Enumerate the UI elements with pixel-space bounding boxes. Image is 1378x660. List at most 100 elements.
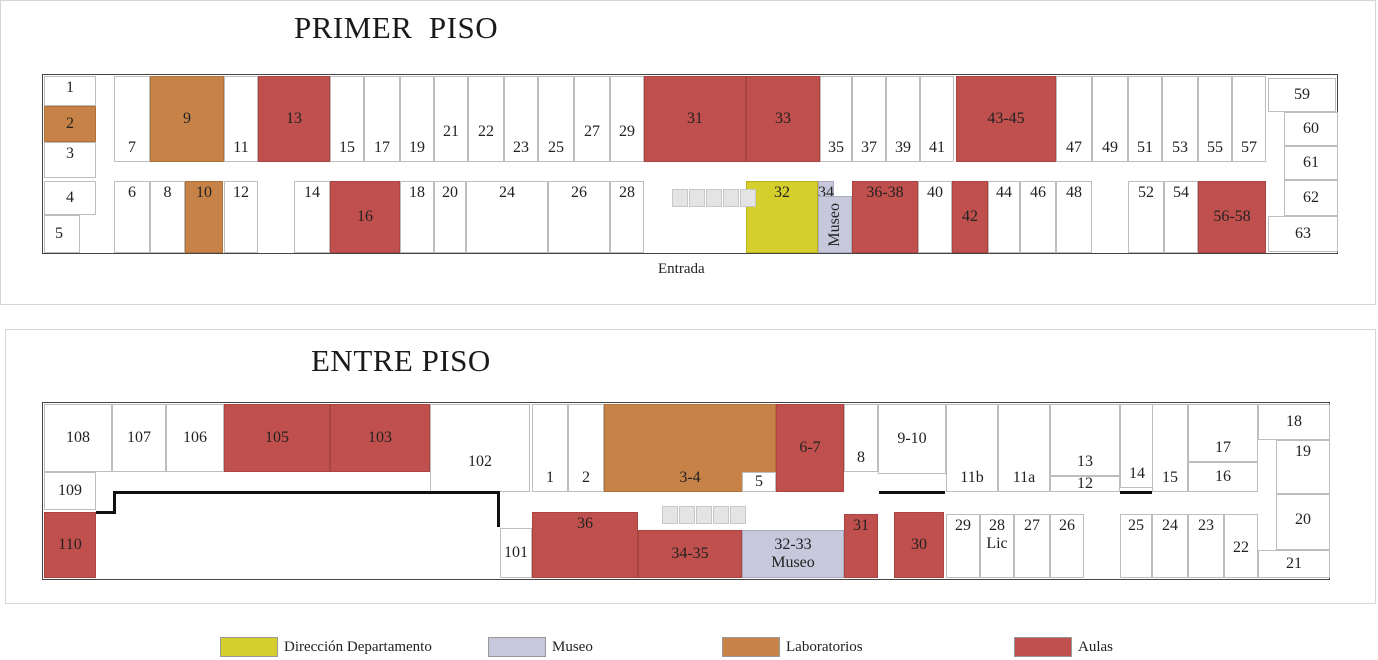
room-label: 22 [478,122,494,140]
room-e-23: 23 [1188,514,1224,578]
room-label: 4 [66,188,74,206]
legend-item: Aulas [1014,637,1113,657]
stair-step [696,506,712,524]
legend-label: Dirección Departamento [284,638,432,655]
room-e-105: 105 [224,404,330,472]
room-label: 57 [1241,138,1257,156]
wall-line [879,491,945,494]
room-label: 15 [339,138,355,156]
room-e-9-10: 9-10 [878,404,946,474]
room-p1-25: 25 [538,76,574,162]
legend-item: Laboratorios [722,637,863,657]
room-p1-42: 42 [952,181,988,253]
room-e-27: 27 [1014,514,1050,578]
room-label: 11 [233,138,249,156]
room-label: 20 [1295,510,1311,528]
room-p1-28: 28 [610,181,644,253]
room-label: 56-58 [1213,207,1251,225]
room-p1-museo: Museo [818,196,852,253]
room-label: 1 [66,79,74,96]
room-label: 8 [857,448,865,466]
room-e-12: 12 [1050,474,1120,492]
room-label: 12 [1077,474,1093,492]
room-label: 16 [1215,467,1231,485]
room-e-19: 19 [1276,440,1330,494]
room-label: 22 [1233,538,1249,556]
room-e-31: 31 [844,514,878,578]
room-label: 11a [1012,468,1036,486]
room-p1-6: 6 [114,181,150,253]
room-p1-53: 53 [1162,76,1198,162]
room-label: 25 [1128,517,1144,534]
legend-label: Laboratorios [786,638,863,655]
room-label: 24 [1162,517,1178,534]
room-label: 5 [55,224,63,242]
room-e-101: 101 [500,528,532,578]
room-p1-51: 51 [1128,76,1162,162]
room-e-25: 25 [1120,514,1152,578]
room-label: 11b [960,468,984,486]
room-label: 20 [442,184,458,201]
stair-step [730,506,746,524]
room-label: 110 [58,535,82,553]
room-label: 12 [233,184,249,201]
room-label: 63 [1295,224,1311,242]
room-p1-15: 15 [330,76,364,162]
room-label: 21 [1286,554,1302,572]
room-label: 43-45 [987,109,1025,127]
room-p1-40: 40 [918,181,952,253]
room-label: 34-35 [671,544,709,562]
room-e-6-7: 6-7 [776,404,844,492]
room-label: 15 [1162,468,1178,486]
room-label: 26 [1059,517,1075,534]
room-label: 28 Lic [986,517,1008,553]
room-label: 42 [962,207,978,225]
entrance-label: Entrada [658,261,705,277]
room-label: 102 [468,452,492,470]
room-p1-62: 62 [1284,180,1338,216]
room-e-29: 29 [946,514,980,578]
legend-label: Museo [552,638,593,655]
room-label: 10 [196,184,212,201]
room-p1-9: 9 [150,76,224,162]
room-label: 36-38 [866,184,904,201]
room-e-2: 2 [568,404,604,492]
room-label: 1 [546,468,554,486]
room-e-17: 17 [1188,404,1258,462]
room-label: 103 [368,428,392,446]
room-label: 105 [265,428,289,446]
room-label: 107 [127,428,151,446]
room-label: 29 [619,122,635,140]
wall-line [497,491,500,527]
room-label: 6 [128,184,136,201]
room-p1-31: 31 [644,76,746,162]
room-p1-63: 63 [1268,216,1338,252]
room-e-16: 16 [1188,462,1258,492]
room-label: 32-33 Museo [771,535,815,571]
room-e-24: 24 [1152,514,1188,578]
room-label: 23 [513,138,529,156]
room-label: Museo [825,202,843,247]
room-p1-16: 16 [330,181,400,253]
room-label: 26 [571,184,587,201]
room-e-102: 102 [430,404,530,492]
room-p1-24: 24 [466,181,548,253]
room-label: 19 [1295,443,1311,460]
room-label: 60 [1303,119,1319,137]
room-label: 36 [577,515,593,532]
room-e-26: 26 [1050,514,1084,578]
legend-swatch [722,637,780,657]
room-label: 3-4 [679,468,701,486]
room-label: 18 [409,184,425,201]
room-p1-48: 48 [1056,181,1092,253]
room-p1-52: 52 [1128,181,1164,253]
room-label: 41 [929,138,945,156]
room-e-8: 8 [844,404,878,472]
room-p1-60: 60 [1284,112,1338,146]
room-e-28: 28 Lic [980,514,1014,578]
room-e-11b: 11b [946,404,998,492]
room-p1-7: 7 [114,76,150,162]
room-label: 14 [1129,464,1145,482]
room-p1-13: 13 [258,76,330,162]
room-e-36: 36 [532,512,638,578]
